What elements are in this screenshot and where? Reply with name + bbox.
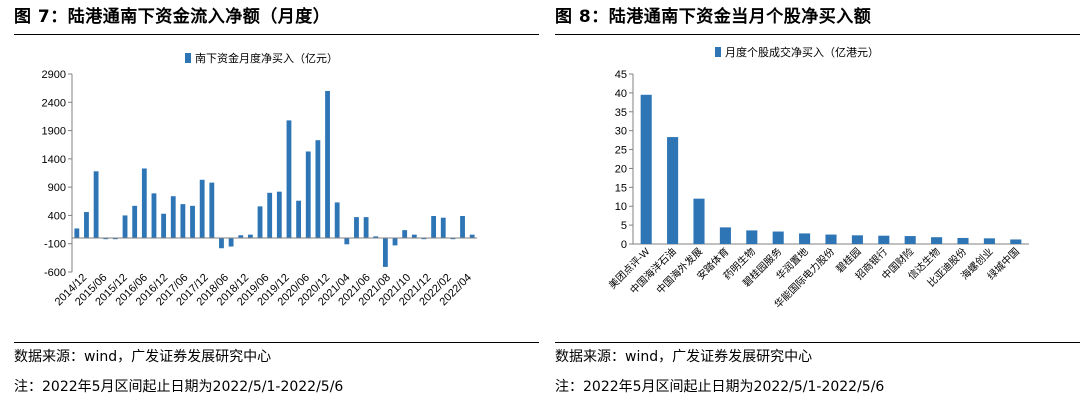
right-y-tick-label: 30: [615, 126, 627, 138]
left-bar: [112, 238, 118, 240]
left-bar: [276, 191, 282, 239]
left-bar: [267, 192, 273, 239]
left-footnote: 注：2022年5月区间起止日期为2022/5/1-2022/5/6: [14, 379, 344, 395]
left-bar: [382, 238, 388, 267]
right-bar: [746, 230, 758, 244]
right-bar: [825, 234, 837, 244]
left-bar: [286, 120, 292, 239]
left-bar: [141, 168, 147, 239]
right-y-tick-label: 15: [615, 182, 627, 194]
left-bar: [74, 228, 80, 239]
right-bar: [772, 231, 784, 244]
right-y-tick-label: 0: [621, 239, 627, 251]
right-bar: [931, 237, 943, 244]
left-bar: [151, 193, 157, 239]
right-y-tick-label: 25: [615, 145, 627, 157]
right-legend-swatch: [715, 47, 721, 57]
left-bar: [84, 212, 89, 239]
right-footer-rule: [555, 342, 1080, 343]
right-bar: [983, 238, 995, 244]
left-figure-title: 图 7：陆港通南下资金流入净额（月度）: [14, 7, 331, 27]
right-y-tick-label: 45: [615, 69, 627, 81]
right-y-tick-label: 35: [615, 107, 627, 119]
right-y-tick-label: 10: [615, 201, 627, 213]
right-bar: [904, 236, 916, 244]
left-y-tick-label: -600: [44, 267, 66, 279]
left-title-rule: [14, 34, 539, 35]
right-bar-chart: 月度个股成交净买入（亿港元）051015202530354045美团点评-W中国…: [606, 45, 1029, 311]
left-bar: [334, 202, 340, 239]
left-bar: [469, 234, 475, 239]
left-bar: [402, 230, 408, 239]
left-bar: [103, 238, 109, 240]
left-bar: [373, 236, 379, 239]
left-y-tick-label: 1900: [42, 126, 66, 138]
right-y-tick-label: 40: [615, 88, 627, 100]
right-bar: [851, 235, 863, 244]
left-bar: [460, 215, 465, 239]
left-y-tick-label: 2400: [42, 97, 66, 109]
left-bar: [315, 140, 321, 239]
right-bar: [799, 233, 811, 244]
right-bar: [640, 94, 652, 245]
left-legend-swatch: [185, 53, 191, 63]
right-source-note: 数据来源：wind，广发证券发展研究中心: [555, 349, 813, 365]
right-bar: [957, 237, 969, 244]
right-figure-title: 图 8：陆港通南下资金当月个股净买入额: [555, 7, 872, 27]
right-y-tick-label: 20: [615, 163, 627, 175]
left-bar: [363, 217, 369, 239]
left-source-note: 数据来源：wind，广发证券发展研究中心: [14, 349, 272, 365]
left-y-tick-label: 1400: [42, 154, 66, 166]
left-bar: [209, 182, 215, 239]
left-bar: [170, 196, 176, 239]
right-title-rule: [555, 34, 1080, 35]
right-y-tick-label: 5: [621, 220, 627, 232]
right-legend-label: 月度个股成交净买入（亿港元）: [725, 45, 879, 59]
left-bar: [344, 238, 350, 245]
left-y-tick-label: 2900: [42, 69, 66, 81]
right-bar: [693, 198, 705, 244]
left-bar: [325, 90, 330, 239]
left-bar: [219, 238, 224, 249]
left-bar: [354, 217, 359, 239]
left-bar: [440, 217, 446, 239]
left-bar: [161, 213, 167, 239]
left-y-tick-label: 900: [48, 182, 66, 194]
left-bar: [238, 235, 244, 239]
left-bar: [305, 151, 311, 239]
left-bar: [431, 215, 437, 239]
left-bar: [190, 205, 195, 239]
left-footer-rule: [14, 342, 539, 343]
left-bar: [296, 200, 302, 239]
left-legend-label: 南下资金月度净买入（亿元）: [195, 51, 338, 65]
left-bar: [180, 204, 186, 239]
left-bar: [132, 205, 138, 239]
right-bar: [667, 137, 679, 244]
left-bar: [228, 238, 234, 247]
left-figure-panel: 图 7：陆港通南下资金流入净额（月度） 南下资金月度净买入（亿元） -600 -10…: [14, 0, 539, 405]
left-bar: [122, 215, 128, 239]
left-bar: [411, 234, 417, 239]
left-bar-chart: 南下资金月度净买入（亿元） -600 -100 400 900 1400 1900 2400 2…: [42, 51, 477, 308]
left-bar: [392, 238, 398, 246]
right-bar: [878, 235, 890, 244]
left-bar: [199, 179, 205, 239]
right-bar: [1010, 239, 1022, 244]
right-figure-panel: 图 8：陆港通南下资金当月个股净买入额 月度个股成交净买入（亿港元） 0 5 10 15…: [555, 0, 1080, 405]
right-bar: [719, 227, 731, 244]
left-bar: [257, 206, 263, 239]
left-y-tick-label: 400: [48, 210, 66, 222]
left-bar: [93, 171, 99, 239]
left-y-tick-label: -100: [44, 239, 66, 251]
left-bar: [450, 238, 456, 240]
left-bar: [247, 234, 253, 239]
left-bar: [421, 238, 427, 240]
right-footnote: 注：2022年5月区间起止日期为2022/5/1-2022/5/6: [555, 379, 885, 395]
